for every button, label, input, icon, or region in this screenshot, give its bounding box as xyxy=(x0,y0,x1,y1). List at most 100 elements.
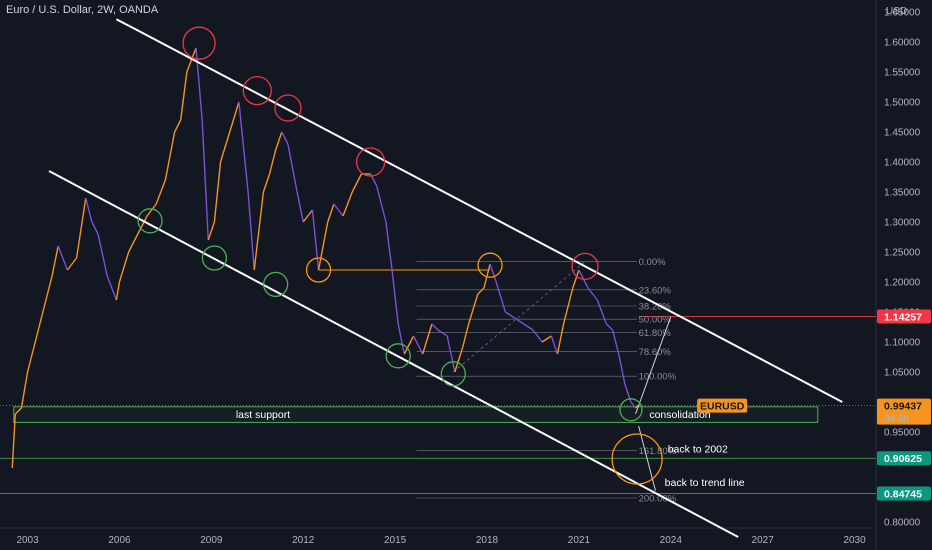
price-segment xyxy=(550,335,559,355)
countdown-tag: 3d 8h xyxy=(884,414,909,425)
highlight-circle xyxy=(201,245,228,271)
highlight-circle xyxy=(242,75,272,106)
price-segment xyxy=(57,245,69,271)
price-segment xyxy=(75,197,87,259)
highlight-circle xyxy=(355,147,386,177)
y-tick-label: 1.05000 xyxy=(884,368,921,379)
price-segment xyxy=(611,329,620,355)
fib-level-label: 23.60% xyxy=(639,285,672,296)
price-segment xyxy=(532,329,543,343)
highlight-circle xyxy=(440,361,466,387)
price-segment xyxy=(541,335,552,343)
x-tick-label: 2015 xyxy=(384,535,407,546)
fib-connector xyxy=(453,261,586,373)
y-tick-label: 1.65000 xyxy=(884,8,921,19)
highlight-circle xyxy=(274,94,302,122)
price-segment xyxy=(97,233,108,277)
price-segment xyxy=(20,371,29,409)
price-segment xyxy=(66,257,78,271)
price-segment xyxy=(422,323,433,355)
fib-level-label: 38.20% xyxy=(639,302,672,313)
x-tick-label: 2027 xyxy=(752,535,775,546)
x-tick-label: 2024 xyxy=(660,535,683,546)
y-tick-label: 1.60000 xyxy=(884,38,921,49)
lower-trendline xyxy=(48,170,739,538)
price-segment xyxy=(281,131,289,145)
price-tag-bg xyxy=(877,486,931,501)
price-segment xyxy=(618,353,626,385)
highlight-circle xyxy=(182,26,216,60)
projection-down-arrow xyxy=(638,425,656,491)
x-tick-label: 2021 xyxy=(568,535,591,546)
price-segment xyxy=(155,179,167,205)
fib-level-label: 50.00% xyxy=(639,315,672,326)
price-segment xyxy=(596,299,608,325)
price-segment xyxy=(115,281,121,301)
price-segment xyxy=(556,323,565,355)
price-tag-bg xyxy=(877,309,931,324)
price-segment xyxy=(91,221,99,235)
y-tick-label: 1.30000 xyxy=(884,218,921,229)
y-tick-label: 1.25000 xyxy=(884,248,921,259)
highlight-circle xyxy=(477,252,503,278)
y-tick-label: 1.35000 xyxy=(884,188,921,199)
price-segment xyxy=(173,119,182,133)
price-segment xyxy=(207,221,216,241)
price-segment xyxy=(477,287,485,295)
price-segment xyxy=(431,323,439,331)
price-segment xyxy=(587,287,598,301)
projection-up-arrow xyxy=(635,316,672,415)
price-segment xyxy=(229,101,240,133)
highlight-circle xyxy=(305,257,332,283)
x-tick-label: 2030 xyxy=(843,535,866,546)
price-segment xyxy=(317,221,329,271)
fib-level-label: 0.00% xyxy=(639,257,666,268)
price-segment xyxy=(403,335,415,355)
price-segment xyxy=(39,275,53,325)
price-segment xyxy=(467,293,479,325)
price-segment xyxy=(327,203,335,223)
price-segment xyxy=(572,269,580,289)
y-tick-label: 1.40000 xyxy=(884,158,921,169)
price-tag: 1.14257 xyxy=(884,311,922,323)
price-segment xyxy=(262,173,271,193)
price-segment xyxy=(287,143,298,193)
price-segment xyxy=(495,281,507,313)
price-segment xyxy=(562,287,574,325)
price-segment xyxy=(385,221,393,271)
price-segment xyxy=(302,209,313,223)
symbol-tag: EURUSD xyxy=(700,400,745,412)
price-segment xyxy=(437,329,448,337)
x-tick-label: 2009 xyxy=(200,535,223,546)
price-segment xyxy=(523,323,534,331)
price-segment xyxy=(146,203,157,217)
price-segment xyxy=(311,209,320,271)
price-segment xyxy=(461,323,470,349)
price-segment xyxy=(219,131,231,163)
price-segment xyxy=(296,191,304,223)
price-segment xyxy=(333,203,344,217)
annotation-back-to-2002: back to 2002 xyxy=(668,443,728,455)
price-segment xyxy=(412,335,424,355)
price-segment xyxy=(51,245,59,277)
price-segment xyxy=(247,191,255,271)
y-tick-label: 1.20000 xyxy=(884,278,921,289)
y-tick-label: 0.80000 xyxy=(884,518,921,529)
price-segment xyxy=(342,191,353,217)
fib-level-label: 161.80% xyxy=(639,446,677,457)
price-segment xyxy=(85,197,93,223)
price-segment xyxy=(11,413,17,469)
price-segment xyxy=(446,335,456,373)
price-segment xyxy=(505,311,515,319)
price-segment xyxy=(128,233,139,253)
y-tick-label: 1.45000 xyxy=(884,128,921,139)
y-axis-unit: USD xyxy=(886,6,907,17)
price-segment xyxy=(275,131,283,151)
annotation-back-to-trend-line: back to trend line xyxy=(665,477,745,489)
x-tick-label: 2003 xyxy=(16,535,39,546)
fib-level-label: 78.60% xyxy=(639,347,672,358)
price-segment xyxy=(238,101,249,193)
price-segment xyxy=(489,263,497,283)
y-tick-label: 1.50000 xyxy=(884,98,921,109)
